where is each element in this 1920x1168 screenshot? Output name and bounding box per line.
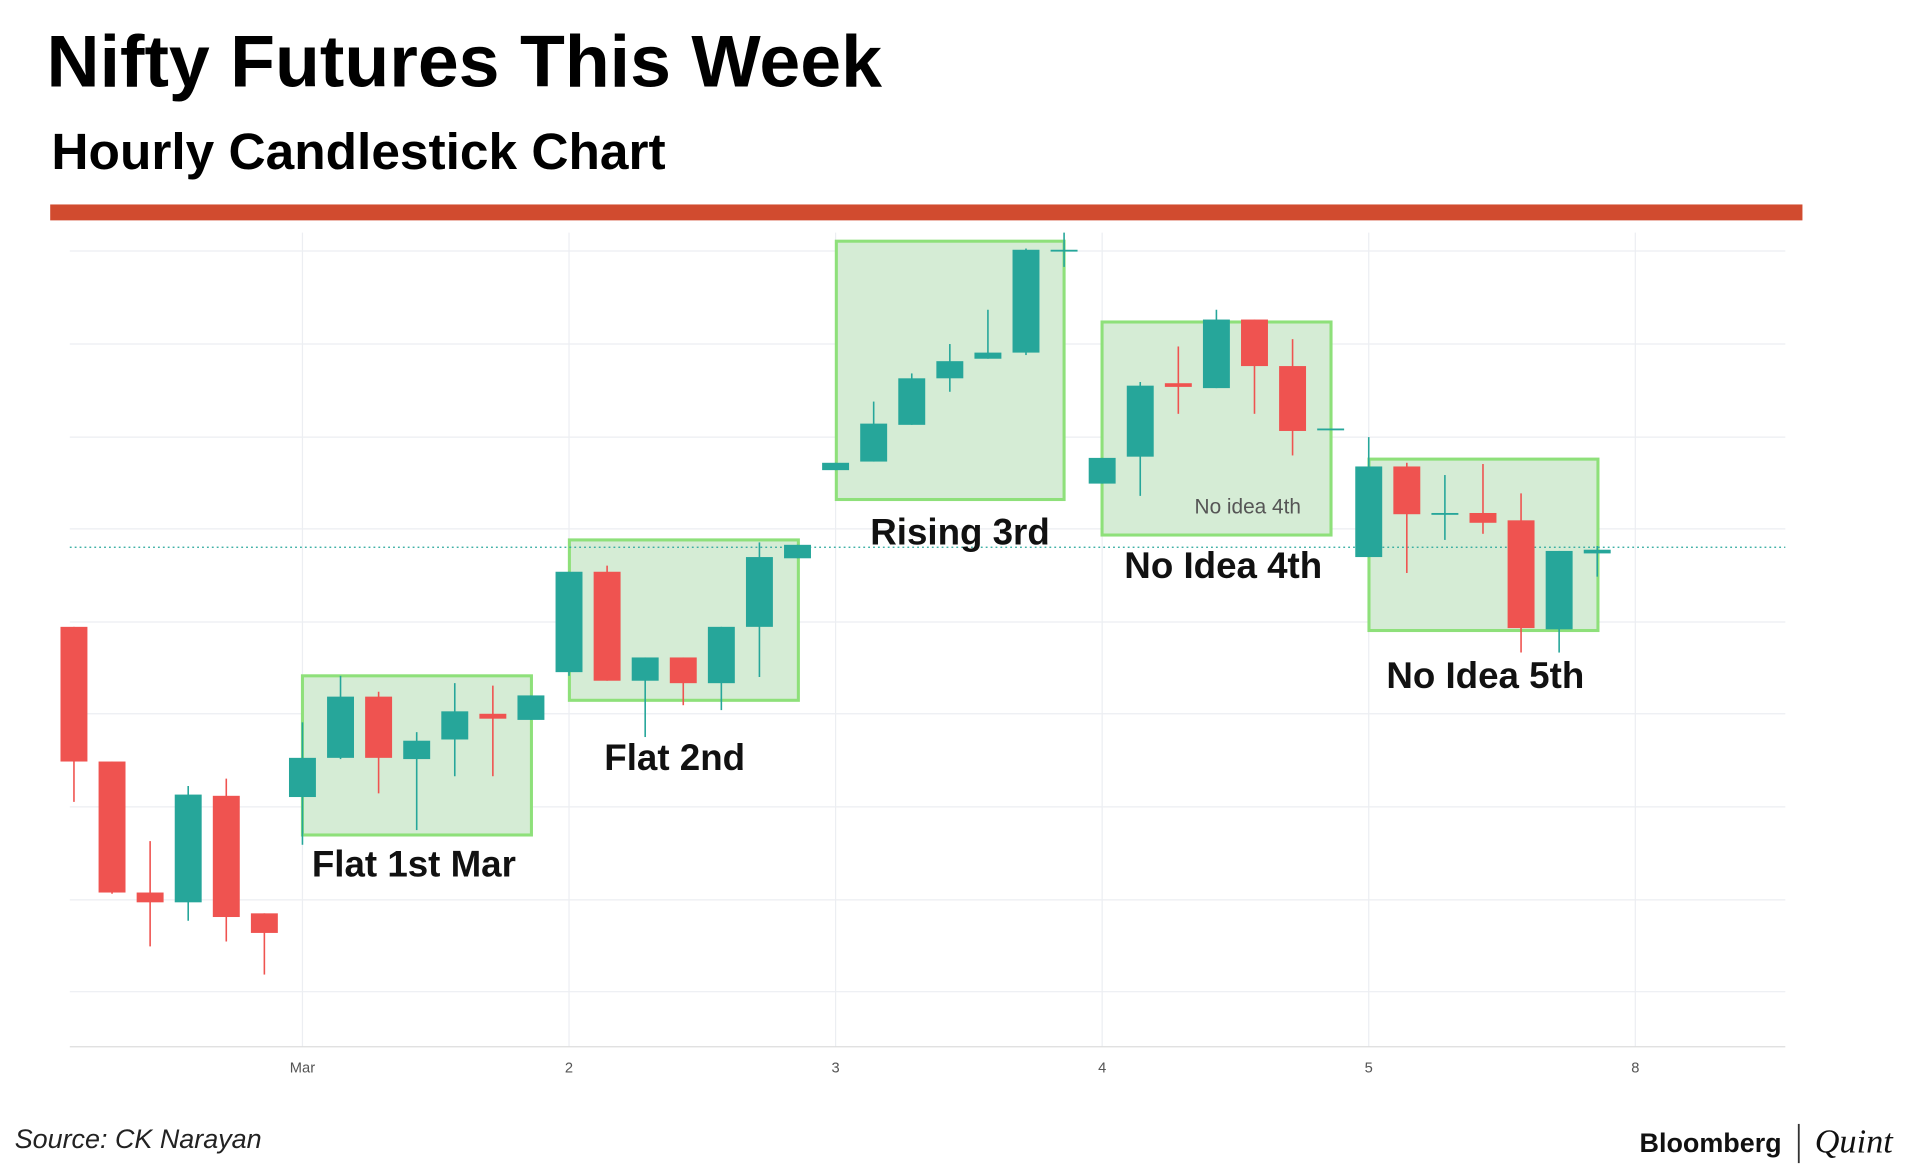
candle-body (327, 696, 354, 758)
candle-body (1126, 385, 1154, 457)
annotation: No Idea 4th (1124, 545, 1322, 586)
candle-body (860, 423, 888, 462)
x-tick-label: 3 (832, 1061, 840, 1077)
candle-body (1545, 550, 1573, 630)
candle-body (745, 557, 773, 627)
chart-subtitle: Hourly Candlestick Chart (51, 122, 665, 180)
annotation: No Idea 5th (1386, 655, 1584, 696)
candle-body (898, 378, 926, 425)
title-rule (50, 204, 1803, 221)
annotation: No idea 4th (1195, 496, 1301, 519)
candle-body (1431, 512, 1459, 515)
annotation: Flat 1st Mar (312, 844, 516, 885)
candle-body (212, 795, 240, 918)
candle-body (1279, 366, 1307, 431)
candle-body (1355, 466, 1383, 558)
brand-bloomberg: Bloomberg (1640, 1128, 1782, 1158)
candle-body (974, 352, 1002, 359)
source: Source: CK Narayan (15, 1124, 262, 1154)
x-tick-label: 8 (1631, 1061, 1639, 1077)
candle-body (1317, 428, 1345, 431)
x-tick-label: Mar (290, 1061, 315, 1077)
candle-body (288, 757, 316, 798)
candle-body (441, 711, 469, 740)
candle-body (784, 544, 811, 559)
candle-body (1164, 383, 1192, 387)
candle-body (707, 626, 735, 684)
x-tick-label: 2 (565, 1061, 573, 1077)
candle-body (631, 657, 659, 681)
candle-body (60, 626, 88, 762)
candle-body (403, 740, 431, 760)
candle-body (555, 571, 583, 673)
candle-body (517, 695, 545, 720)
candle-body (593, 571, 621, 681)
x-tick-label: 5 (1365, 1061, 1373, 1077)
candle-body (365, 696, 393, 758)
candle-body (174, 794, 202, 903)
candle-body (1012, 249, 1040, 353)
candle-body (1050, 249, 1078, 252)
plot-area: Mar 2 3 4 5 8 Flat 1st Mar Flat 2nd Rising 3rd No… (60, 232, 1786, 1077)
candle-body (1088, 457, 1116, 484)
candle-body (1583, 549, 1611, 554)
candle-body (136, 892, 164, 903)
candle-body (1202, 319, 1230, 389)
candle-body (1241, 319, 1268, 367)
brand-quint: Quint (1815, 1123, 1895, 1161)
candle-body (479, 713, 507, 719)
chart-title: Nifty Futures This Week (47, 20, 883, 103)
annotation: Rising 3rd (870, 512, 1050, 553)
annotation: Flat 2nd (604, 737, 745, 778)
candle-body (1393, 466, 1421, 515)
candle-body (669, 657, 697, 684)
candle-body (936, 361, 964, 379)
candle-body (250, 913, 278, 933)
candle-body (1507, 520, 1535, 629)
candle-body (822, 462, 850, 471)
x-tick-label: 4 (1098, 1061, 1106, 1077)
candle-body (98, 761, 126, 893)
candle-body (1469, 512, 1497, 523)
